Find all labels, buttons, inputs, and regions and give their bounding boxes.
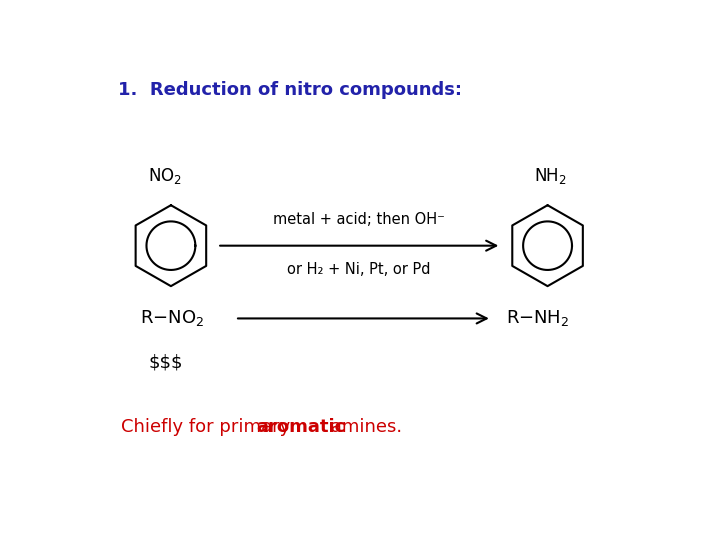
Text: 1.  Reduction of nitro compounds:: 1. Reduction of nitro compounds: xyxy=(118,82,462,99)
Text: Chiefly for primary: Chiefly for primary xyxy=(121,417,296,436)
Text: R$-$NO$_2$: R$-$NO$_2$ xyxy=(140,308,204,328)
Text: NO$_2$: NO$_2$ xyxy=(148,166,182,186)
Text: NH$_2$: NH$_2$ xyxy=(534,166,567,186)
Text: or H₂ + Ni, Pt, or Pd: or H₂ + Ni, Pt, or Pd xyxy=(287,262,431,278)
Text: $$$: $$$ xyxy=(148,354,183,372)
Text: R$-$NH$_2$: R$-$NH$_2$ xyxy=(505,308,569,328)
Text: amines.: amines. xyxy=(325,417,402,436)
Text: aromatic: aromatic xyxy=(256,417,346,436)
Text: metal + acid; then OH⁻: metal + acid; then OH⁻ xyxy=(274,212,445,227)
